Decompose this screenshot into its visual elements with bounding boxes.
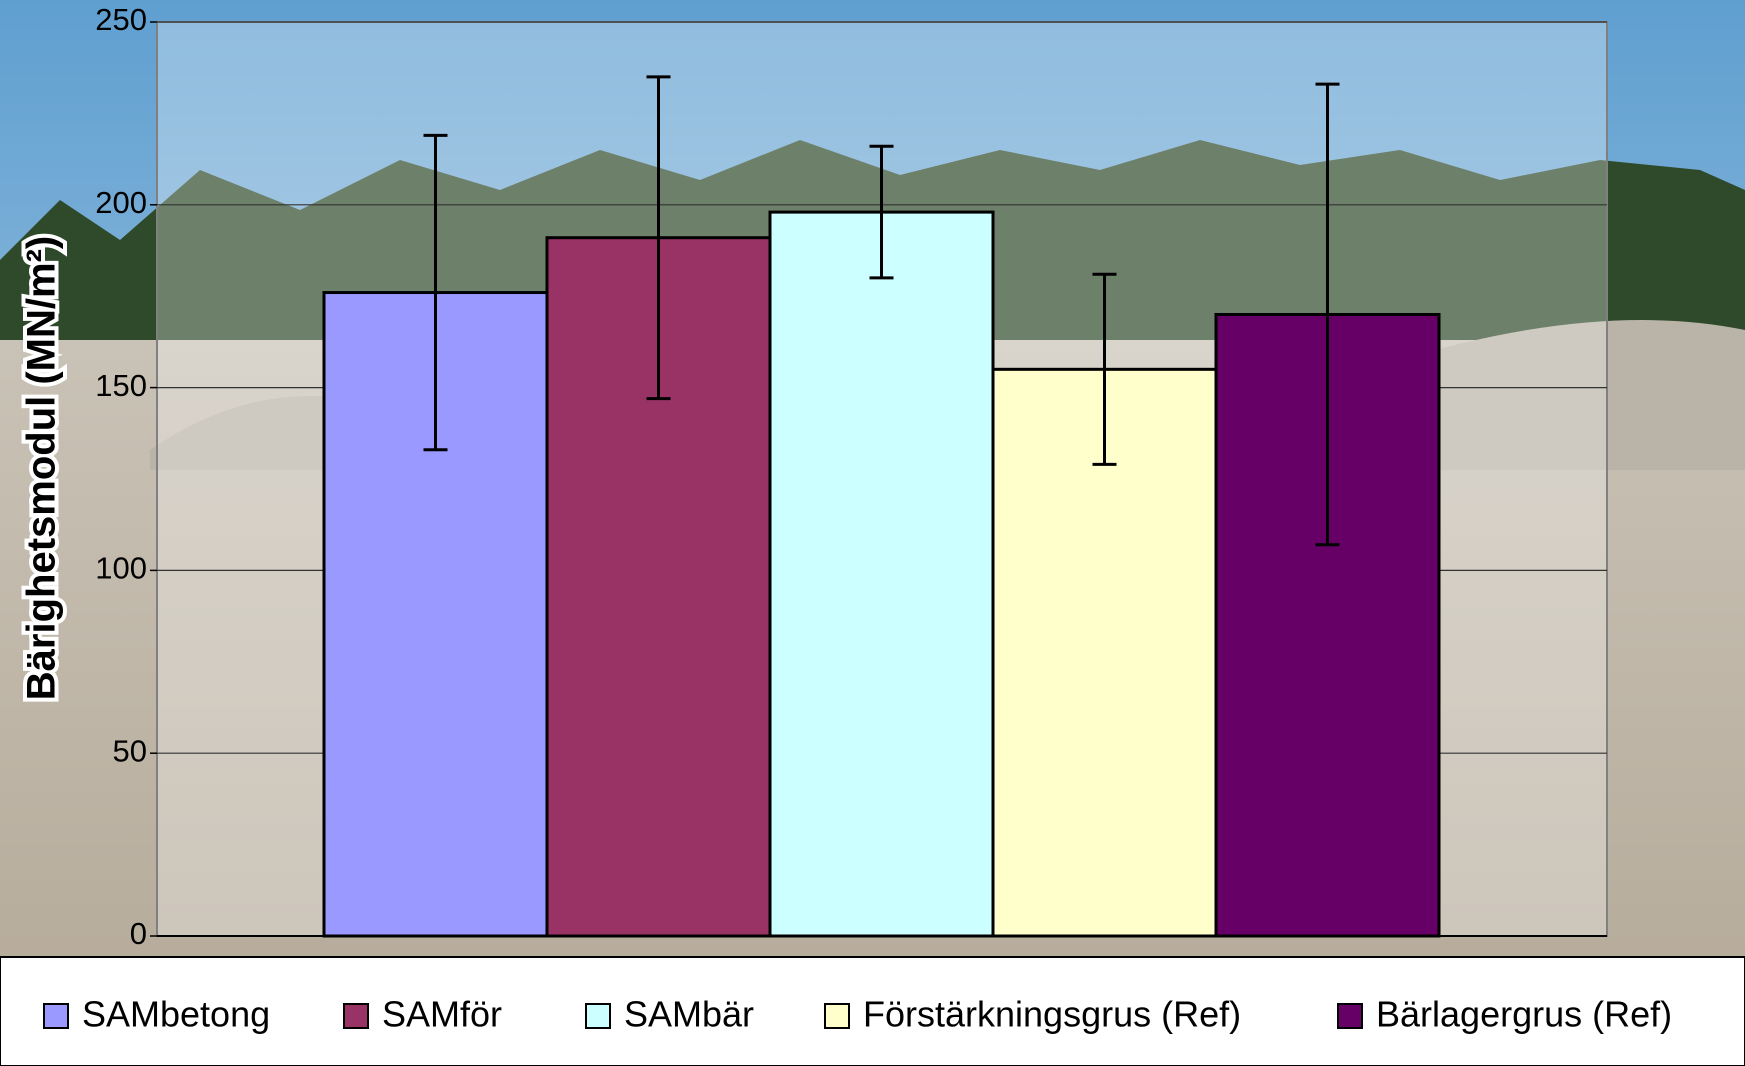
y-tick-label: 200 [95,185,147,220]
y-tick-label: 50 [113,733,147,768]
error-bar [646,75,671,401]
y-tick-label: 150 [95,368,147,403]
legend-swatch [585,1003,611,1029]
y-axis-label: Bärighetsmodul (MN/m²) [20,236,64,700]
legend-label: SAMbetong [82,994,270,1035]
error-bar [869,144,894,280]
legend-swatch [43,1003,69,1029]
legend-swatch [824,1003,850,1029]
legend-label: SAMför [382,994,502,1035]
y-tick-label: 250 [95,2,147,37]
error-bar [1092,272,1117,466]
legend-label: Bärlagergrus (Ref) [1376,994,1672,1035]
bar [768,210,995,938]
legend-swatch [343,1003,369,1029]
legend-swatch [1337,1003,1363,1029]
legend-label: Förstärkningsgrus (Ref) [863,994,1241,1035]
error-bar [423,133,448,452]
legend-label: SAMbär [624,994,754,1035]
legend-box [0,956,1745,1066]
y-tick-label: 100 [95,551,147,586]
error-bar [1315,82,1340,547]
y-tick-label: 0 [130,916,147,951]
